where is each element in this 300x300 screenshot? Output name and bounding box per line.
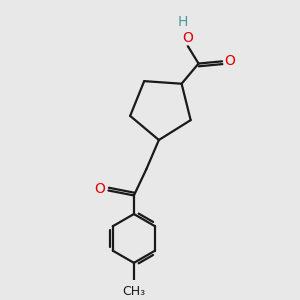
Text: O: O <box>183 31 194 45</box>
Text: H: H <box>178 15 188 29</box>
Text: CH₃: CH₃ <box>122 285 146 298</box>
Text: O: O <box>95 182 106 196</box>
Text: O: O <box>224 54 235 68</box>
